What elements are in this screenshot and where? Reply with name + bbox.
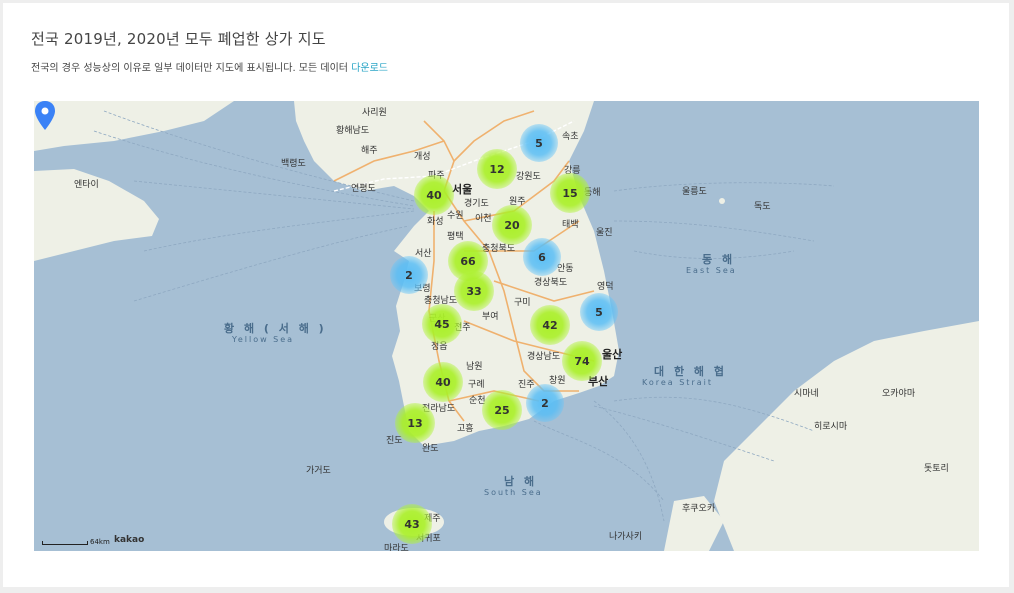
cluster-marker[interactable]: 74 [562, 341, 602, 381]
label-ulleung: 울릉도 [682, 187, 707, 197]
label-seosan: 서산 [415, 249, 432, 259]
cluster-marker[interactable]: 40 [414, 175, 454, 215]
cluster-marker[interactable]: 42 [530, 305, 570, 345]
label-jinju: 진주 [518, 380, 535, 390]
label-gaeseong: 개성 [414, 152, 431, 162]
cluster-marker[interactable]: 12 [477, 149, 517, 189]
label-korea-strait: 대 한 해 협 [654, 365, 727, 378]
label-haeju: 해주 [361, 146, 378, 156]
scale-bar [42, 541, 88, 545]
label-yellow-sea: 황 해 ( 서 해 ) [224, 322, 327, 335]
label-yeongdeok: 영덕 [597, 282, 614, 292]
cluster-marker[interactable]: 6 [523, 238, 561, 276]
label-changwon: 창원 [549, 376, 566, 386]
label-namwon: 남원 [466, 362, 483, 372]
label-gurye: 구례 [468, 380, 485, 390]
cluster-marker[interactable]: 5 [580, 293, 618, 331]
label-seogwipo: 서귀포 [416, 534, 441, 544]
label-boryeong: 보령 [414, 284, 431, 294]
label-goheung: 고흥 [457, 424, 474, 434]
label-gyeonggi: 경기도 [464, 199, 489, 209]
label-gageo: 가거도 [306, 466, 331, 476]
label-dokdo: 독도 [754, 202, 771, 212]
cluster-marker[interactable]: 43 [392, 504, 432, 544]
label-hwaseong: 화성 [427, 217, 444, 227]
label-gumi: 구미 [514, 298, 531, 308]
subtitle-text: 전국의 경우 성능상의 이유로 일부 데이터만 지도에 표시됩니다. 모든 데이… [31, 63, 348, 74]
label-east-sea: 동 해 [702, 253, 736, 266]
label-gyeongbuk: 경상북도 [534, 278, 568, 288]
map-card: 전국 2019년, 2020년 모두 폐업한 상가 지도 전국의 경우 성능상의… [3, 3, 1009, 587]
label-wando: 완도 [422, 444, 439, 454]
label-marado: 마라도 [384, 544, 409, 551]
label-tottori: 돗토리 [924, 464, 949, 474]
label-okayama: 오카야마 [882, 389, 916, 399]
label-gangwon: 강원도 [516, 172, 541, 182]
label-east-sea-en: East Sea [686, 266, 737, 275]
label-seoul: 서울 [452, 183, 473, 196]
label-south-sea-en: South Sea [484, 488, 543, 497]
cluster-marker[interactable]: 13 [395, 403, 435, 443]
label-jeonnam: 전라남도 [422, 404, 456, 414]
label-shimane: 시마네 [794, 389, 819, 399]
map-view[interactable]: 사리원 황해남도 해주 개성 백령도 연평도 파주 서울 경기도 화성 수원 이… [34, 101, 979, 551]
label-hwanghae: 황해남도 [336, 126, 370, 136]
cluster-marker[interactable]: 2 [390, 256, 428, 294]
label-yeonpyeong: 연평도 [351, 184, 376, 194]
scale-label: 64km [90, 538, 110, 546]
label-uljin: 울진 [596, 228, 613, 238]
label-gyeongnam: 경상남도 [527, 352, 561, 362]
label-korea-strait-en: Korea Strait [642, 378, 713, 387]
label-hiroshima: 히로시마 [814, 422, 848, 432]
label-buyeo: 부여 [482, 312, 499, 322]
download-link[interactable]: 다운로드 [351, 63, 388, 74]
cluster-marker[interactable]: 45 [422, 304, 462, 344]
subtitle: 전국의 경우 성능상의 이유로 일부 데이터만 지도에 표시됩니다. 모든 데이… [31, 59, 388, 74]
label-jeju: 제주 [424, 514, 441, 524]
cluster-marker[interactable]: 15 [550, 173, 590, 213]
label-busan: 부산 [588, 375, 609, 388]
label-south-sea: 남 해 [504, 475, 538, 488]
cluster-marker[interactable]: 20 [492, 205, 532, 245]
label-wonju: 원주 [509, 197, 526, 207]
label-sariwon: 사리원 [362, 108, 387, 118]
label-fukuoka: 후쿠오카 [682, 504, 716, 514]
label-icheon: 이천 [475, 214, 492, 224]
page-title: 전국 2019년, 2020년 모두 폐업한 상가 지도 [31, 30, 326, 48]
location-pin-icon[interactable] [34, 101, 56, 131]
label-jindo: 진도 [386, 436, 403, 446]
label-nagasaki: 나가사키 [609, 532, 643, 542]
label-jeongeup: 정읍 [431, 342, 448, 352]
label-baengnyeong: 백령도 [281, 159, 306, 169]
cluster-marker[interactable]: 5 [520, 124, 558, 162]
cluster-marker[interactable]: 25 [482, 390, 522, 430]
kakao-logo: kakao [114, 535, 145, 545]
label-ulsan: 울산 [602, 348, 623, 361]
label-suncheon: 순천 [469, 396, 486, 406]
label-pyeongtaek: 평택 [447, 232, 464, 242]
cluster-marker[interactable]: 33 [454, 271, 494, 311]
label-jeonju: 전주 [454, 323, 471, 333]
label-gangneung: 강릉 [564, 166, 581, 176]
label-suwon: 수원 [447, 211, 464, 221]
label-yellow-sea-en: Yellow Sea [232, 335, 295, 344]
label-chungbuk: 충청북도 [482, 244, 516, 254]
label-sokcho: 속초 [562, 132, 579, 142]
label-entai: 엔타이 [74, 180, 99, 190]
cluster-marker[interactable]: 2 [526, 384, 564, 422]
label-chungnam: 충청남도 [424, 296, 458, 306]
cluster-marker[interactable]: 40 [423, 362, 463, 402]
label-andong: 안동 [557, 264, 574, 274]
label-taebaek: 태백 [562, 220, 579, 230]
label-donghae: 동해 [584, 188, 601, 198]
